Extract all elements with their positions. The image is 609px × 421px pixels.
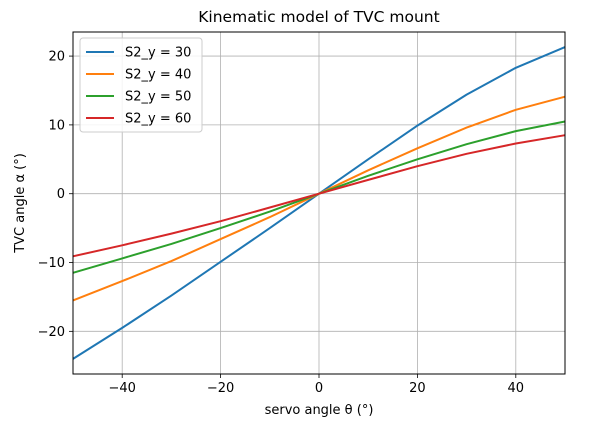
x-tick-label: 0 (315, 381, 323, 396)
legend-label: S2_y = 60 (125, 112, 191, 127)
series-line-4 (72, 134, 566, 258)
x-tick-label: 40 (508, 381, 525, 396)
y-tick-label: 0 (57, 187, 65, 202)
legend-label: S2_y = 30 (125, 46, 191, 61)
x-tick-label: −40 (108, 381, 135, 396)
x-axis-label: servo angle θ (°) (265, 403, 374, 418)
x-tick-label: −20 (207, 381, 234, 396)
chart-title: Kinematic model of TVC mount (198, 8, 439, 26)
y-tick-label: −10 (38, 256, 65, 271)
legend-box (79, 37, 203, 133)
legend: S2_y = 30 S2_y = 40 S2_y = 50 S2_y = 60 (79, 37, 203, 133)
y-tick-label: 10 (48, 118, 65, 133)
axis-ticks: −40 −20 0 20 40 −20 −10 0 10 20 (38, 50, 525, 396)
grid (73, 32, 565, 374)
series-lines (72, 46, 566, 360)
y-tick-label: 20 (48, 50, 65, 65)
legend-label: S2_y = 40 (125, 68, 191, 83)
y-tick-label: −20 (38, 325, 65, 340)
x-tick-label: 20 (409, 381, 426, 396)
y-axis-label: TVC angle α (°) (13, 153, 28, 254)
legend-label: S2_y = 50 (125, 90, 191, 105)
